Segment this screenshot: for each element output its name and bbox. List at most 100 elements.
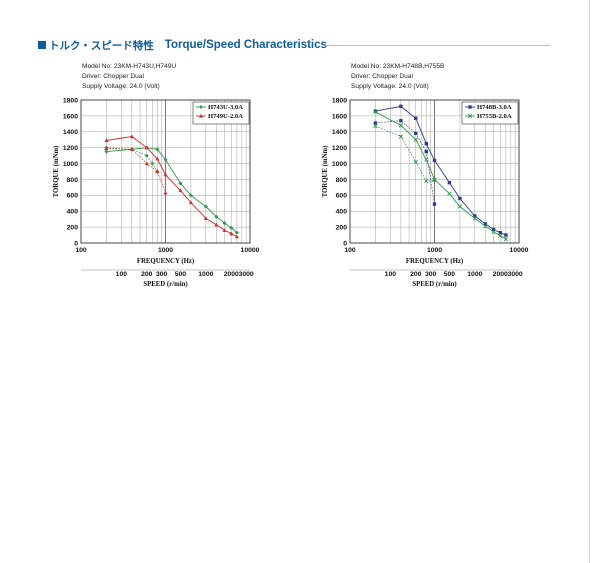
data-point xyxy=(473,214,477,218)
title-japanese: トルク・スピード特性 xyxy=(49,39,154,52)
speed-tick-label: 3000 xyxy=(239,271,254,278)
data-point xyxy=(155,147,160,152)
y-tick-label: 800 xyxy=(336,177,348,184)
data-point xyxy=(203,216,208,220)
legend-marker xyxy=(468,105,472,109)
data-point xyxy=(504,233,508,237)
speed-tick-label: 3000 xyxy=(508,271,523,278)
data-point xyxy=(458,196,462,201)
data-point xyxy=(491,227,496,232)
data-point xyxy=(214,214,219,219)
series-group xyxy=(373,104,509,242)
y-tick-label: 1400 xyxy=(63,129,78,136)
x-axis-label: FREQUENCY (Hz) xyxy=(406,258,463,265)
data-point xyxy=(503,236,509,242)
info-line: Supply Voltage: 24.0 (Volt) xyxy=(82,83,160,90)
data-point xyxy=(373,109,378,115)
y-axis-label: TORQUE (mNm) xyxy=(53,146,60,198)
series-line xyxy=(106,136,238,237)
data-point xyxy=(447,180,452,185)
y-tick-label: 800 xyxy=(67,177,79,184)
speed-tick-label: 500 xyxy=(444,271,456,278)
y-tick-label: 1800 xyxy=(332,97,347,104)
legend-entry: H749U-2.0A xyxy=(208,113,243,120)
y-tick-label: 1400 xyxy=(332,129,347,136)
header-rule xyxy=(325,45,550,46)
data-point xyxy=(129,147,134,151)
legend-entry: H743U-3.0A xyxy=(208,104,243,111)
y-tick-label: 1600 xyxy=(63,113,78,120)
data-point xyxy=(432,158,437,163)
data-point xyxy=(373,109,378,113)
data-point xyxy=(203,204,208,209)
data-point xyxy=(432,202,437,206)
data-point xyxy=(229,231,234,236)
data-point xyxy=(373,124,378,129)
x-axis-label: FREQUENCY (Hz) xyxy=(137,258,194,265)
data-point xyxy=(104,146,109,151)
info-line: Driver: Chopper Dual xyxy=(82,73,144,80)
legend-marker xyxy=(199,113,203,118)
y-tick-label: 1800 xyxy=(63,97,78,104)
x-tick-label: 10000 xyxy=(510,247,529,254)
data-point xyxy=(234,230,239,235)
legend-marker xyxy=(467,113,473,119)
data-point xyxy=(104,149,109,154)
data-point xyxy=(163,190,168,195)
chart-svg: Model No: 23KM-H748B,H755B Driver: Choppe… xyxy=(322,63,529,288)
page-edge-line xyxy=(589,0,590,563)
data-point xyxy=(483,224,488,229)
chart-h748b-h755b: Model No: 23KM-H748B,H755B Driver: Choppe… xyxy=(312,58,552,293)
data-point xyxy=(414,116,418,120)
data-point xyxy=(163,157,168,162)
speed-axis-label: SPEED (r/min) xyxy=(412,281,456,288)
info-line: Model No: 23KM-H748B,H755B xyxy=(351,63,445,70)
series-line xyxy=(375,111,507,240)
data-point xyxy=(104,138,109,143)
y-tick-label: 1000 xyxy=(332,161,347,168)
data-point xyxy=(483,222,488,226)
data-point xyxy=(424,149,429,154)
series-line xyxy=(375,125,435,182)
legend-marker xyxy=(199,105,203,109)
data-point xyxy=(234,234,239,239)
chart-h743u-h749u: Model No: 23KM-H743U,H749U Driver: Choppe… xyxy=(43,58,283,293)
data-point xyxy=(144,153,149,158)
speed-tick-label: 300 xyxy=(156,271,168,278)
series-line xyxy=(106,147,238,234)
data-point xyxy=(150,161,155,166)
speed-tick-label: 200 xyxy=(410,271,422,278)
data-point xyxy=(155,156,160,161)
data-point xyxy=(399,104,403,109)
y-tick-label: 1600 xyxy=(332,113,347,120)
data-point xyxy=(399,118,403,123)
data-point xyxy=(188,193,193,198)
data-point xyxy=(178,188,183,193)
series-group xyxy=(104,134,239,239)
legend: H743U-3.0A H749U-2.0A xyxy=(192,101,250,125)
data-point xyxy=(424,157,429,162)
data-point xyxy=(398,134,403,139)
data-point xyxy=(398,123,403,128)
series-line xyxy=(375,105,507,236)
y-tick-label: 200 xyxy=(336,225,348,232)
chart-svg: Model No: 23KM-H743U,H749U Driver: Choppe… xyxy=(53,63,260,288)
data-point xyxy=(432,178,437,183)
x-tick-label: 100 xyxy=(344,247,356,254)
data-point xyxy=(222,221,227,226)
legend-box xyxy=(192,101,250,125)
y-tick-label: 400 xyxy=(67,209,79,216)
data-point xyxy=(472,216,477,221)
data-point xyxy=(178,181,183,186)
y-tick-label: 400 xyxy=(336,209,348,216)
data-point xyxy=(144,145,149,150)
y-tick-label: 1000 xyxy=(63,161,78,168)
legend: H748B-3.0A H755B-2.0A xyxy=(461,101,519,125)
title-english: Torque/Speed Characteristics xyxy=(164,39,327,51)
data-point xyxy=(424,178,429,184)
info-line: Driver: Chopper Dual xyxy=(351,73,413,80)
data-point xyxy=(447,191,452,196)
section-header: トルク・スピード特性 Torque/Speed Characteristics xyxy=(38,37,327,53)
y-tick-label: 1200 xyxy=(63,145,78,152)
data-point xyxy=(229,225,234,230)
